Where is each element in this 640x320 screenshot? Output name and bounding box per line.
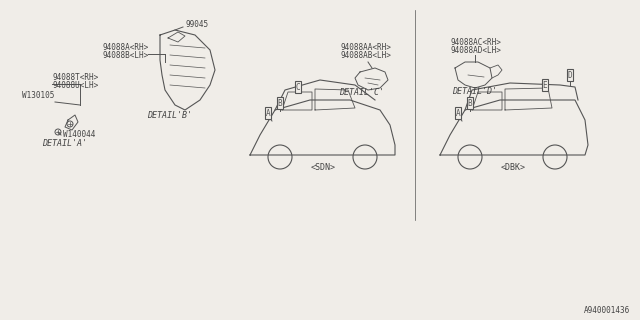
Text: A: A xyxy=(266,108,270,117)
Text: B: B xyxy=(278,99,282,108)
Text: 94088B<LH>: 94088B<LH> xyxy=(102,51,148,60)
Text: <DBK>: <DBK> xyxy=(500,163,525,172)
Text: W140044: W140044 xyxy=(63,130,95,139)
Text: C: C xyxy=(296,83,300,92)
Text: DETAIL'B': DETAIL'B' xyxy=(147,111,193,120)
Text: DETAIL'D': DETAIL'D' xyxy=(452,87,497,96)
Text: D: D xyxy=(568,70,572,79)
Text: DETAIL'A': DETAIL'A' xyxy=(42,139,87,148)
Text: <SDN>: <SDN> xyxy=(310,163,335,172)
Text: A: A xyxy=(456,108,460,117)
Text: W130105: W130105 xyxy=(22,91,54,100)
Text: 94088AB<LH>: 94088AB<LH> xyxy=(340,51,391,60)
Text: 94088AC<RH>: 94088AC<RH> xyxy=(450,38,501,47)
Text: 94088U<LH>: 94088U<LH> xyxy=(52,81,99,90)
Text: E: E xyxy=(543,81,547,90)
Text: B: B xyxy=(468,99,472,108)
Text: 94088A<RH>: 94088A<RH> xyxy=(102,43,148,52)
Text: 99045: 99045 xyxy=(185,20,208,29)
Text: DETAIL'C': DETAIL'C' xyxy=(339,88,385,97)
Text: 94088AD<LH>: 94088AD<LH> xyxy=(450,46,501,55)
Text: A940001436: A940001436 xyxy=(584,306,630,315)
Text: 94088AA<RH>: 94088AA<RH> xyxy=(340,43,391,52)
Text: 94088T<RH>: 94088T<RH> xyxy=(52,73,99,82)
